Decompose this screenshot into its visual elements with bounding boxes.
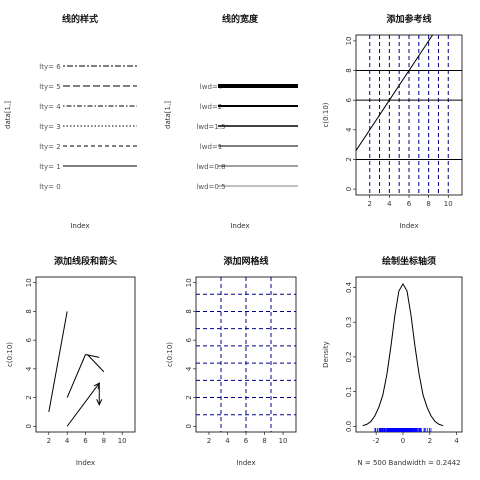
x-tick-label: 10 bbox=[279, 437, 288, 445]
legend-label-lty-1: lty= 1 bbox=[39, 163, 60, 171]
x-tick-label: 4 bbox=[387, 200, 392, 208]
x-tick-label: 6 bbox=[407, 200, 412, 208]
x-axis-label: Index bbox=[230, 222, 249, 230]
x-tick-label: -2 bbox=[373, 437, 380, 445]
segment-0 bbox=[48, 311, 68, 412]
legend-label-lty-0: lty= 0 bbox=[39, 183, 60, 191]
x-tick-label: 4 bbox=[225, 437, 230, 445]
panel-title: 线的宽度 bbox=[222, 13, 259, 25]
x-tick-label: 8 bbox=[262, 437, 266, 445]
y-tick-label: 0.2 bbox=[345, 351, 353, 362]
rug bbox=[374, 428, 432, 432]
arrow-head-1 bbox=[96, 399, 103, 406]
y-tick-label: 10 bbox=[345, 36, 353, 45]
arrow-0 bbox=[66, 382, 100, 427]
segment-3 bbox=[86, 354, 105, 373]
density-curve bbox=[362, 283, 444, 427]
legend-label-lty-4: lty= 4 bbox=[39, 103, 61, 111]
panel-title: 绘制坐标轴须 bbox=[382, 255, 436, 267]
panel-title: 添加线段和箭头 bbox=[54, 255, 117, 267]
x-tick-label: 2 bbox=[428, 437, 432, 445]
y-tick-label: 8 bbox=[185, 309, 193, 313]
y-axis-label: data[1,] bbox=[4, 101, 12, 129]
x-axis-label: Index bbox=[76, 459, 95, 467]
x-tick-label: 8 bbox=[426, 200, 430, 208]
x-axis-label: Index bbox=[70, 222, 89, 230]
legend-label-lty-3: lty= 3 bbox=[39, 123, 60, 131]
y-tick-label: 6 bbox=[25, 337, 33, 342]
y-axis-label: Density bbox=[322, 341, 330, 368]
legend-label-lwd-2: lwd=1 bbox=[200, 143, 222, 151]
legend-label-lwd-3: lwd=1.5 bbox=[196, 123, 225, 131]
legend-label-lwd-1: lwd=0.8 bbox=[196, 163, 225, 171]
x-tick-label: 6 bbox=[244, 437, 249, 445]
y-tick-label: 0.4 bbox=[345, 281, 353, 293]
y-axis-label: c(0:10) bbox=[6, 342, 14, 367]
legend-label-lwd-4: lwd=2 bbox=[200, 103, 222, 111]
x-tick-label: 4 bbox=[65, 437, 70, 445]
y-tick-label: 4 bbox=[185, 366, 193, 371]
y-axis-label: c(0:10) bbox=[322, 102, 330, 127]
y-tick-label: 0.3 bbox=[345, 317, 353, 328]
legend-label-lty-5: lty= 5 bbox=[39, 83, 60, 91]
x-tick-label: 6 bbox=[83, 437, 88, 445]
x-tick-label: 10 bbox=[118, 437, 127, 445]
y-tick-label: 8 bbox=[345, 68, 353, 72]
x-tick-label: 2 bbox=[207, 437, 211, 445]
y-tick-label: 0.1 bbox=[345, 386, 353, 397]
panel-title: 添加网格线 bbox=[223, 255, 268, 267]
y-axis-label: data[1,] bbox=[164, 101, 172, 129]
y-tick-label: 6 bbox=[185, 337, 193, 342]
y-tick-label: 0 bbox=[345, 187, 353, 191]
panel-title: 添加参考线 bbox=[386, 13, 431, 25]
y-tick-label: 0 bbox=[25, 424, 33, 428]
x-tick-label: 4 bbox=[454, 437, 459, 445]
x-axis-label: Index bbox=[399, 222, 418, 230]
y-tick-label: 0.0 bbox=[345, 421, 353, 432]
y-tick-label: 6 bbox=[345, 97, 353, 102]
x-axis-label: N = 500 Bandwidth = 0.2442 bbox=[357, 459, 460, 467]
x-axis-label: Index bbox=[236, 459, 255, 467]
y-axis-label: c(0:10) bbox=[166, 342, 174, 367]
y-tick-label: 0 bbox=[185, 424, 193, 428]
x-tick-label: 8 bbox=[102, 437, 106, 445]
legend-label-lwd-0: lwd=0.5 bbox=[196, 183, 225, 191]
segment-1 bbox=[66, 354, 86, 398]
y-tick-label: 10 bbox=[25, 278, 33, 287]
y-tick-label: 4 bbox=[25, 366, 33, 371]
legend-label-lwd-5: lwd=4 bbox=[200, 83, 223, 91]
legend-label-lty-6: lty= 6 bbox=[39, 63, 61, 71]
x-tick-label: 0 bbox=[401, 437, 405, 445]
y-tick-label: 4 bbox=[345, 127, 353, 132]
legend-label-lty-2: lty= 2 bbox=[39, 143, 60, 151]
y-tick-label: 8 bbox=[25, 309, 33, 313]
x-tick-label: 2 bbox=[368, 200, 372, 208]
abline bbox=[356, 35, 434, 151]
y-tick-label: 2 bbox=[345, 157, 353, 161]
y-tick-label: 2 bbox=[25, 395, 33, 399]
x-tick-label: 10 bbox=[444, 200, 453, 208]
y-tick-label: 10 bbox=[185, 278, 193, 287]
panel-title: 线的样式 bbox=[62, 13, 98, 25]
y-tick-label: 2 bbox=[185, 395, 193, 399]
x-tick-label: 2 bbox=[47, 437, 51, 445]
